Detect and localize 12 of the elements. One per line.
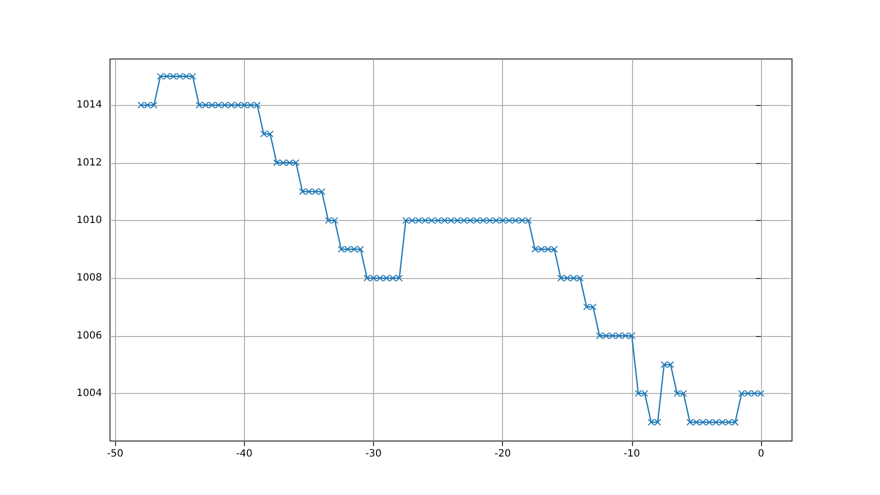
y-tick-label: 1010 <box>76 214 102 226</box>
x-tick-label: -20 <box>494 448 511 460</box>
y-tick-label: 1006 <box>76 330 102 342</box>
x-tick-label: -40 <box>236 448 253 460</box>
x-tick-label: -30 <box>365 448 382 460</box>
x-tick-label: -10 <box>624 448 640 460</box>
y-tick-label: 1014 <box>76 100 102 111</box>
y-tick-label: 1008 <box>76 272 102 284</box>
y-tick-label: 1012 <box>76 157 102 168</box>
x-tick-label: 0 <box>758 448 764 460</box>
x-tick-label: -50 <box>106 448 124 460</box>
y-tick-label: 1004 <box>76 388 102 399</box>
